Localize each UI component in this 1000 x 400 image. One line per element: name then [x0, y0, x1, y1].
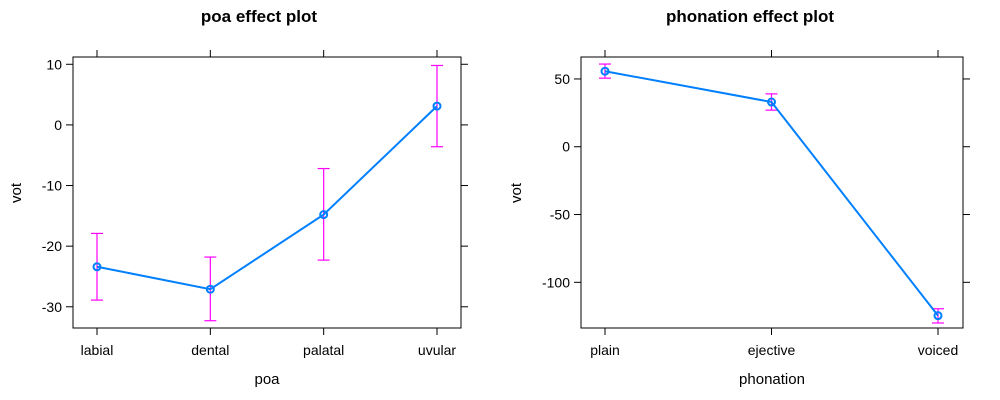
poa-x-tick-label: dental	[191, 342, 229, 358]
phonation-x-tick-label: plain	[590, 342, 620, 358]
poa-x-tick-label: palatal	[303, 342, 344, 358]
poa-data-point	[92, 262, 102, 272]
poa-marks: -30 -20 -10 0 10 labial dental palatal uvular	[42, 50, 468, 358]
poa-y-tick-label: -30	[42, 299, 62, 315]
poa-y-tick-label: -20	[42, 238, 62, 254]
poa-plot-frame	[72, 56, 462, 329]
poa-data-point	[319, 210, 329, 220]
phonation-y-axis-label: vot	[508, 182, 525, 203]
poa-x-axis-label: poa	[254, 371, 280, 388]
phonation-marks: -100 -50 0 50 plain ejective voiced	[542, 50, 970, 358]
phonation-chart-title: phonation effect plot	[666, 7, 834, 26]
poa-x-tick-label: uvular	[418, 342, 456, 358]
phonation-x-tick-label: ejective	[748, 342, 796, 358]
poa-y-tick-label: 10	[46, 56, 62, 72]
poa-effect-panel: poa effect plot poa vot -30 -20 -10 0 10 labi…	[8, 7, 468, 388]
phonation-data-point	[600, 66, 610, 76]
phonation-data-point	[933, 311, 943, 321]
phonation-y-tick-label: 0	[562, 139, 570, 155]
poa-data-point	[205, 284, 215, 294]
phonation-y-tick-label: -100	[542, 274, 570, 290]
phonation-y-tick-label: 50	[554, 71, 570, 87]
poa-series-line	[96, 105, 438, 291]
phonation-x-tick-label: voiced	[918, 342, 958, 358]
poa-y-tick-label: -10	[42, 178, 62, 194]
phonation-x-axis-label: phonation	[739, 371, 805, 388]
poa-y-tick-label: 0	[54, 117, 62, 133]
phonation-data-point	[767, 97, 776, 107]
poa-y-axis-label: vot	[8, 182, 25, 203]
poa-data-point	[432, 101, 442, 111]
poa-chart-title: poa effect plot	[201, 7, 318, 26]
phonation-effect-panel: phonation effect plot phonation vot -100…	[508, 7, 970, 388]
poa-x-tick-label: labial	[81, 342, 114, 358]
phonation-y-tick-label: -50	[550, 207, 570, 223]
phonation-series-line	[604, 70, 939, 317]
